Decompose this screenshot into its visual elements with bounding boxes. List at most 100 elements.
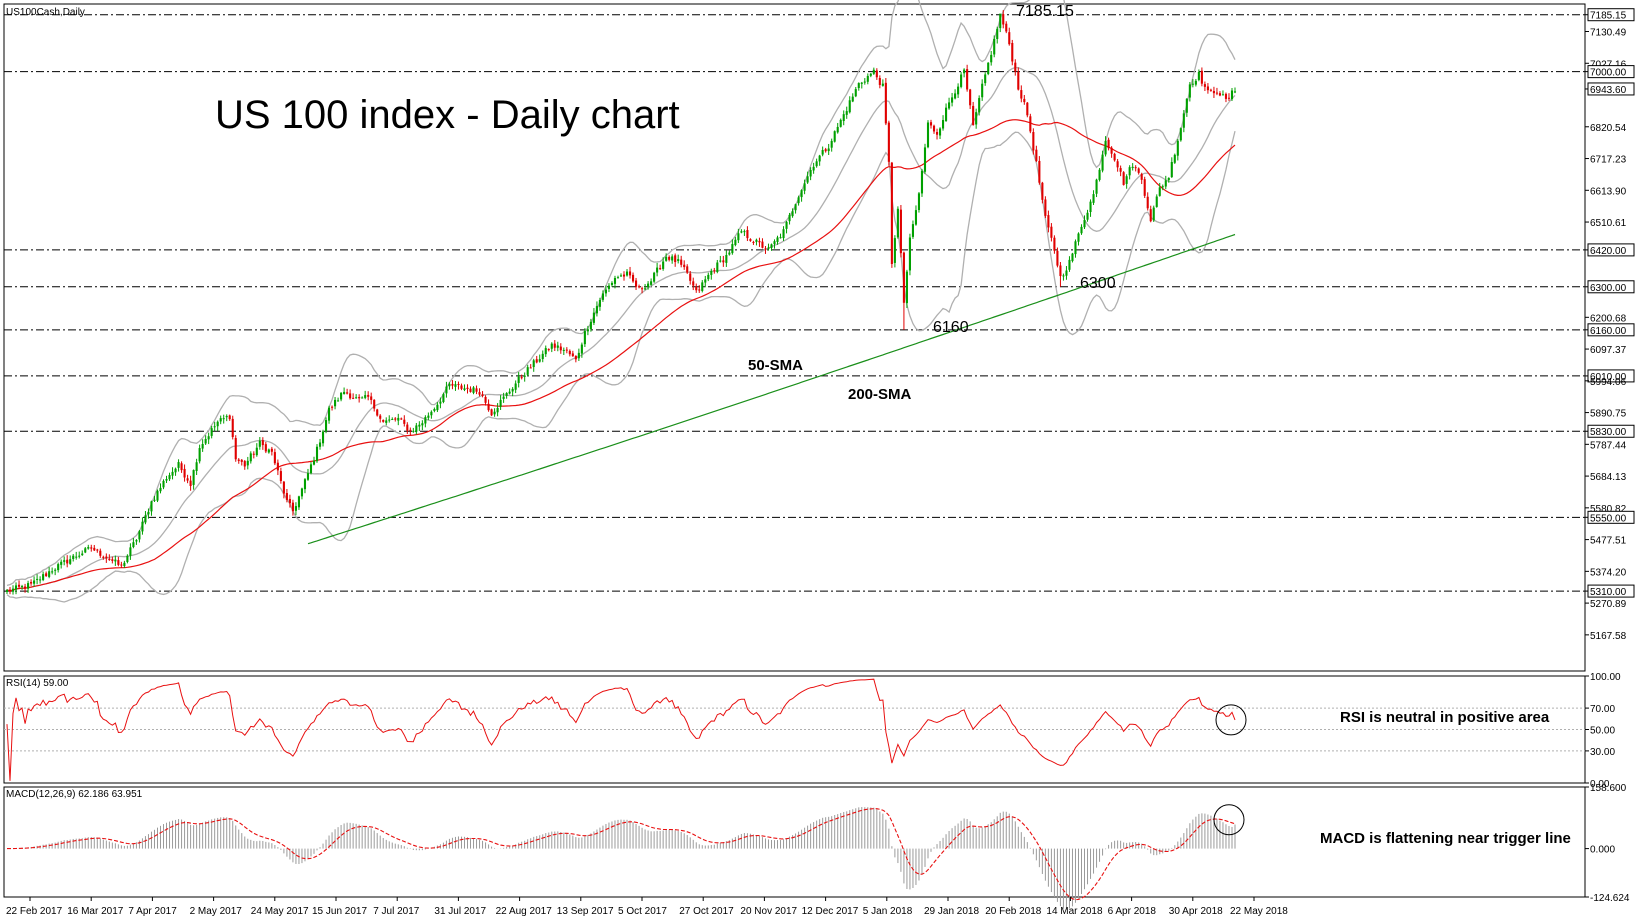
candle-body xyxy=(653,272,656,282)
candle-body xyxy=(613,278,617,284)
candle-body xyxy=(969,89,972,106)
candle-body xyxy=(334,399,337,407)
candle-body xyxy=(409,429,412,431)
candle-body xyxy=(905,271,908,304)
candle-body xyxy=(105,556,108,559)
candle-body xyxy=(707,274,710,280)
candle-body xyxy=(638,286,641,288)
candle-body xyxy=(484,396,487,403)
candle-body xyxy=(78,555,81,557)
candle-body xyxy=(24,586,27,589)
candle-body xyxy=(17,584,21,587)
candle-body xyxy=(1062,275,1065,277)
candle-body xyxy=(779,237,782,239)
candle-body xyxy=(448,383,451,387)
x-tick-label-12: 20 Nov 2017 xyxy=(740,906,797,917)
candle-body xyxy=(791,211,794,217)
candle-body xyxy=(634,280,638,287)
y-tick-label-22: 5477.51 xyxy=(1590,536,1627,547)
candle-body xyxy=(72,555,75,559)
x-tick-label-20: 22 May 2018 xyxy=(1230,906,1288,917)
candle-body xyxy=(866,75,869,82)
candle-body xyxy=(610,282,614,285)
candle-body xyxy=(863,81,866,83)
candle-body xyxy=(776,237,779,242)
candle-body xyxy=(442,394,445,402)
candle-body xyxy=(695,286,698,291)
y-tick-label-17: 5830.00 xyxy=(1590,427,1627,438)
candle-body xyxy=(1134,167,1137,169)
candle-body xyxy=(571,353,574,357)
candle-body xyxy=(102,556,105,558)
candle-body xyxy=(177,462,180,468)
candle-body xyxy=(90,547,93,549)
candle-body xyxy=(893,238,896,263)
candle-body xyxy=(153,499,156,501)
candle-body xyxy=(1155,196,1158,207)
candle-body xyxy=(1068,259,1071,270)
candle-body xyxy=(1002,14,1005,25)
candle-body xyxy=(665,256,668,261)
candle-body xyxy=(1203,84,1206,87)
candle-body xyxy=(701,282,704,291)
candle-body xyxy=(857,83,860,89)
y-tick-label-26: 5167.58 xyxy=(1590,631,1627,642)
candle-body xyxy=(1167,177,1170,181)
candle-body xyxy=(1179,128,1182,141)
candle-body xyxy=(132,542,135,548)
candle-body xyxy=(358,397,361,399)
candle-body xyxy=(1092,194,1095,203)
candle-body xyxy=(324,420,328,432)
y-tick-box-0 xyxy=(1587,8,1635,22)
x-tick-label-7: 31 Jul 2017 xyxy=(434,906,486,917)
candle-body xyxy=(385,420,388,423)
candle-body xyxy=(1050,226,1053,238)
macd-highlight-circle xyxy=(1213,804,1245,836)
macd-histogram-group xyxy=(9,807,1236,910)
candle-body xyxy=(1047,215,1050,228)
candle-body xyxy=(1233,91,1237,93)
candle-body xyxy=(406,424,409,431)
rsi-label: RSI(14) 59.00 xyxy=(6,678,69,689)
candle-body xyxy=(671,256,674,261)
candle-body xyxy=(117,560,120,565)
y-tick-label-2: 7027.16 xyxy=(1590,59,1627,70)
candle-body xyxy=(312,460,316,465)
y-tick-label-5: 6820.54 xyxy=(1590,123,1627,134)
candle-body xyxy=(788,214,791,222)
candle-body xyxy=(490,409,493,416)
candle-body xyxy=(355,397,358,399)
candle-body xyxy=(114,559,117,562)
candle-body xyxy=(574,355,577,360)
candle-body xyxy=(231,418,234,438)
candle-body xyxy=(108,558,111,560)
candle-body xyxy=(294,506,297,511)
candle-body xyxy=(1056,250,1059,266)
candle-body xyxy=(412,430,415,432)
candle-body xyxy=(60,561,63,565)
candle-body xyxy=(195,462,198,472)
candle-body xyxy=(1116,161,1119,168)
candle-body xyxy=(565,349,568,351)
y-tick-label-18: 5787.44 xyxy=(1590,440,1627,451)
candle-body xyxy=(586,329,589,332)
candle-body xyxy=(33,580,36,584)
rsi-highlight-circle xyxy=(1215,704,1247,736)
candle-body xyxy=(346,392,349,394)
candle-body xyxy=(773,241,776,245)
candle-body xyxy=(583,331,586,345)
y-tick-label-7: 6613.90 xyxy=(1590,186,1627,197)
rsi-tick-label-0: 100.00 xyxy=(1590,672,1621,683)
candle-body xyxy=(743,231,746,233)
candle-body xyxy=(1170,161,1173,178)
y-tick-label-19: 5684.13 xyxy=(1590,472,1627,483)
candle-body xyxy=(144,515,147,523)
candle-body xyxy=(589,321,592,330)
candle-body xyxy=(376,409,379,416)
candle-body xyxy=(207,436,210,440)
y-tick-label-6: 6717.23 xyxy=(1590,155,1627,166)
candle-body xyxy=(20,586,24,588)
candle-body xyxy=(990,54,993,63)
candle-body xyxy=(641,288,644,290)
candle-body xyxy=(337,400,340,402)
